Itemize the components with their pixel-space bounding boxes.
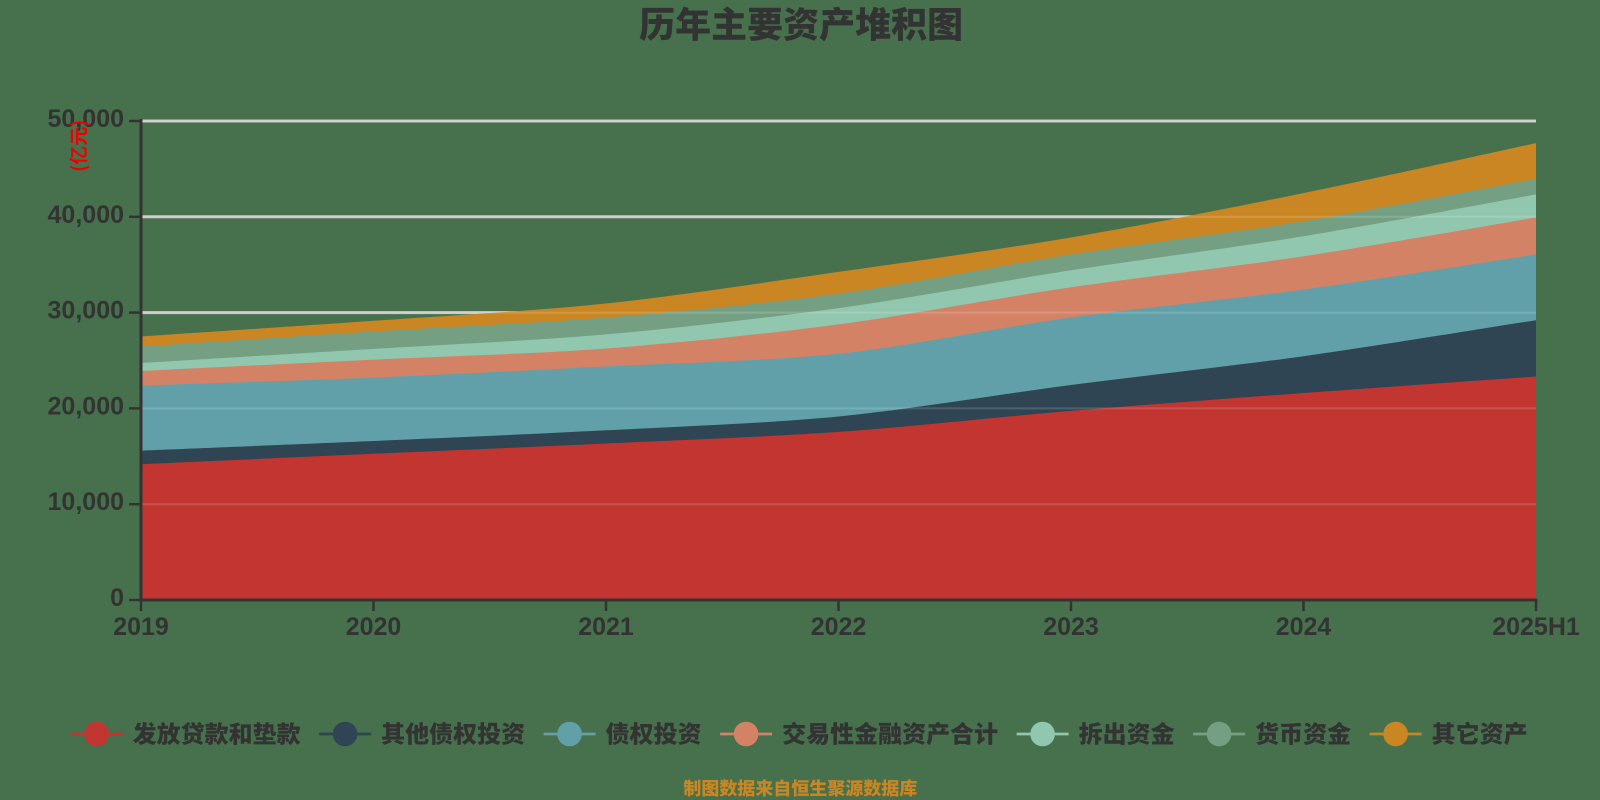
svg-text:2023: 2023: [1043, 613, 1099, 641]
svg-text:2025H1: 2025H1: [1492, 613, 1580, 641]
svg-text:2024: 2024: [1276, 613, 1332, 641]
svg-text:30,000: 30,000: [48, 297, 124, 325]
svg-text:2020: 2020: [346, 613, 402, 641]
svg-text:40,000: 40,000: [48, 201, 124, 229]
svg-text:2022: 2022: [811, 613, 867, 641]
svg-text:0: 0: [110, 584, 124, 612]
svg-text:2019: 2019: [113, 613, 169, 641]
svg-text:10,000: 10,000: [48, 488, 124, 516]
svg-text:20,000: 20,000: [48, 392, 124, 420]
svg-text:2021: 2021: [578, 613, 634, 641]
